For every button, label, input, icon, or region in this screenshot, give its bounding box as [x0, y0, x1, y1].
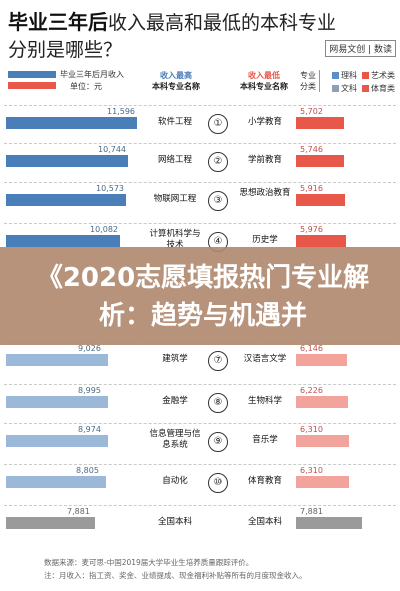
- low-income-bar: [296, 354, 347, 366]
- footer-source: 数据来源：麦可思-中国2019届大学毕业生培养质量跟踪评价。: [44, 558, 254, 567]
- low-major-name: 汉语言文学: [243, 354, 287, 364]
- row-separator: [4, 105, 396, 106]
- bar-legend: 毕业三年后月收入 单位：元: [8, 68, 138, 96]
- low-major-name: 思想政治教育: [239, 188, 291, 198]
- high-major-name: 建筑学: [162, 354, 188, 364]
- col-head-high-line2: 本科专业名称: [152, 82, 200, 91]
- low-income-bar: [296, 155, 344, 167]
- high-major-name: 信息管理与信息系统: [149, 429, 201, 450]
- high-income-bar: [6, 235, 120, 247]
- title-block: 毕业三年后收入最高和最低的本科专业 分别是哪些？: [8, 6, 396, 64]
- title-bold: 毕业三年后: [8, 10, 108, 34]
- col-head-high: 收入最高 本科专业名称: [146, 70, 206, 92]
- low-income-value: 5,702: [300, 107, 323, 116]
- low-income-bar: [296, 194, 345, 206]
- low-income-value: 5,746: [300, 145, 323, 154]
- high-income-bar: [6, 194, 126, 206]
- rank-badge: ⑨: [208, 432, 228, 452]
- low-income-value: 5,916: [300, 184, 323, 193]
- low-income-value: 6,146: [300, 344, 323, 353]
- high-major-name: 计算机科学与技术: [149, 229, 201, 250]
- category-legend: 专业 分类 理科 艺术类 文科 体育类: [300, 70, 400, 98]
- legend-unit: 单位：元: [70, 82, 102, 91]
- high-income-value: 8,974: [78, 425, 101, 434]
- col-head-high-line1: 收入最高: [160, 71, 192, 80]
- low-major-name: 体育教育: [247, 476, 282, 486]
- low-income-value: 6,310: [300, 466, 323, 475]
- row-separator: [4, 384, 396, 385]
- high-income-value: 10,573: [96, 184, 124, 193]
- baseline-low-name: 全国本科: [247, 517, 282, 527]
- baseline-high-name: 全国本科: [157, 517, 192, 527]
- row-separator: [4, 182, 396, 183]
- high-income-bar: [6, 155, 128, 167]
- low-income-bar: [296, 396, 348, 408]
- row-separator: [4, 505, 396, 506]
- footer-notes: 数据来源：麦可思-中国2019届大学毕业生培养质量跟踪评价。 注：月收入：指工资…: [44, 556, 374, 582]
- high-major-name: 软件工程: [157, 117, 192, 127]
- legend-high-bar: [8, 71, 56, 78]
- row-separator: [4, 143, 396, 144]
- row-separator: [4, 223, 396, 224]
- high-income-bar: [6, 117, 137, 129]
- title-rest: 收入最高和最低的本科专业: [108, 12, 337, 34]
- low-major-name: 生物科学: [247, 396, 282, 406]
- legend-low-bar: [8, 82, 56, 89]
- col-head-low-line2: 本科专业名称: [240, 82, 288, 91]
- baseline-low-bar: [296, 517, 362, 529]
- cat-item-3: 体育类: [362, 83, 395, 95]
- footer-note: 注：月收入：指工资、奖金、业绩提成、现金福利补贴等所有的月度现金收入。: [44, 571, 307, 580]
- high-major-name: 物联网工程: [153, 194, 197, 204]
- col-head-low: 收入最低 本科专业名称: [234, 70, 294, 92]
- high-income-value: 8,805: [76, 466, 99, 475]
- low-income-bar: [296, 435, 349, 447]
- high-income-bar: [6, 354, 108, 366]
- high-income-bar: [6, 435, 108, 447]
- low-income-value: 5,976: [300, 225, 323, 234]
- legend-bar-label: 毕业三年后月收入: [60, 70, 124, 79]
- high-major-name: 网络工程: [157, 155, 192, 165]
- low-income-bar: [296, 476, 349, 488]
- banner-title[interactable]: 《2020志愿填报热门专业解析：趋势与机遇并: [36, 263, 370, 331]
- rank-badge: ⑧: [208, 393, 228, 413]
- rank-badge: ⑩: [208, 473, 228, 493]
- article-banner[interactable]: 《2020志愿填报热门专业解析：趋势与机遇并: [0, 247, 400, 345]
- baseline-high-value: 7,881: [67, 507, 90, 516]
- high-income-bar: [6, 396, 108, 408]
- rank-badge: ③: [208, 191, 228, 211]
- cat-label-1: 专业: [300, 71, 316, 80]
- low-major-name: 学前教育: [247, 155, 282, 165]
- brand-logo: 网易文创 | 数读: [325, 40, 396, 57]
- baseline-high-bar: [6, 517, 95, 529]
- high-income-bar: [6, 476, 106, 488]
- low-major-name: 小学教育: [247, 117, 282, 127]
- low-income-value: 6,226: [300, 386, 323, 395]
- cat-item-0: 理科: [332, 70, 357, 82]
- high-income-value: 10,744: [98, 145, 126, 154]
- rank-badge: ⑦: [208, 351, 228, 371]
- rank-badge: ①: [208, 114, 228, 134]
- low-major-name: 音乐学: [252, 435, 278, 445]
- rank-badge: ②: [208, 152, 228, 172]
- cat-label-2: 分类: [300, 82, 316, 91]
- low-major-name: 历史学: [252, 235, 278, 245]
- high-major-name: 自动化: [162, 476, 188, 486]
- high-income-value: 10,082: [90, 225, 118, 234]
- high-income-value: 9,026: [78, 344, 101, 353]
- low-income-value: 6,310: [300, 425, 323, 434]
- col-head-low-line1: 收入最低: [248, 71, 280, 80]
- high-income-value: 8,995: [78, 386, 101, 395]
- high-major-name: 金融学: [162, 396, 188, 406]
- title-line2: 分别是哪些？: [8, 39, 123, 61]
- row-separator: [4, 423, 396, 424]
- cat-item-1: 艺术类: [362, 70, 395, 82]
- high-income-value: 11,596: [107, 107, 135, 116]
- row-separator: [4, 464, 396, 465]
- baseline-low-value: 7,881: [300, 507, 323, 516]
- cat-item-2: 文科: [332, 83, 357, 95]
- low-income-bar: [296, 235, 346, 247]
- low-income-bar: [296, 117, 344, 129]
